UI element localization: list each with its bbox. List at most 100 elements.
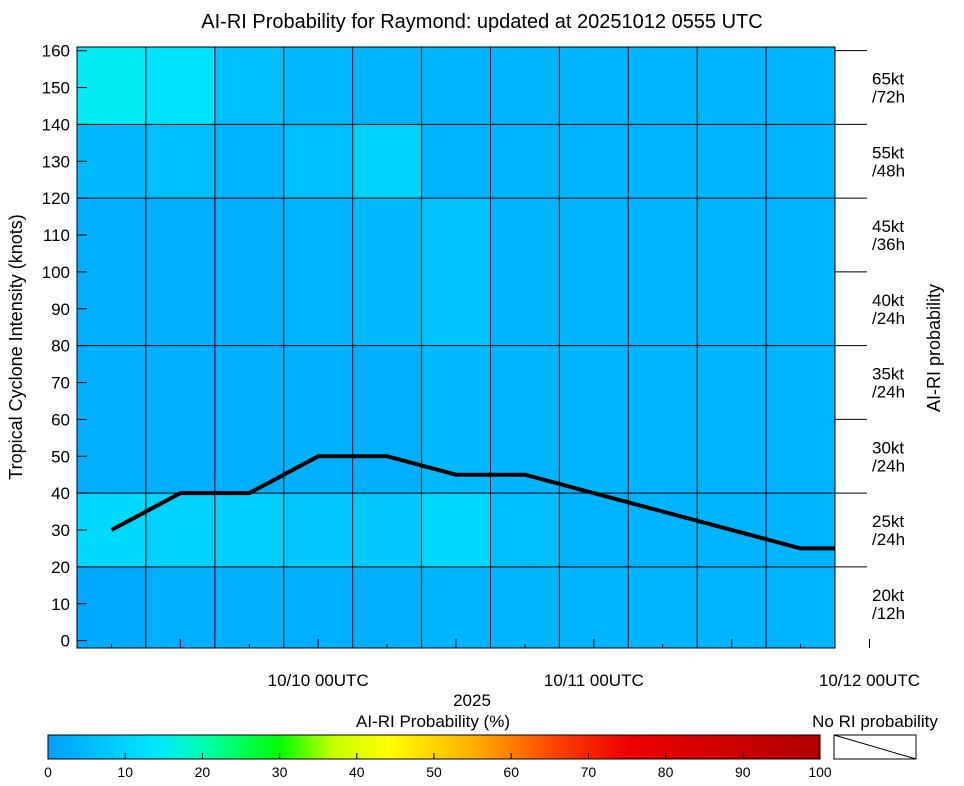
x-tick-label: 10/10 00UTC [268,671,369,690]
right-level-threshold: 65kt [872,70,904,89]
colorbar-tick-label: 0 [44,764,52,780]
x-tick-label: 10/11 00UTC [544,671,644,690]
heatmap-cell [145,47,216,125]
colorbar-tick-label: 20 [195,764,211,780]
heatmap-cell [559,345,629,494]
heatmap-cell [283,124,354,199]
heatmap-cell [628,124,698,199]
heatmap-cell [697,198,767,347]
heatmap-cell [145,124,216,199]
heatmap-cell [214,566,285,649]
heatmap-cell [766,345,836,494]
heatmap-cell [421,47,491,125]
y-tick-label: 30 [51,521,70,540]
heatmap-cell [77,124,147,199]
y-axis-ticks: 0 10 20 30 40 50 60 70 80 90 100 110 120 130 140 150 160 [42,42,87,651]
heatmap-cell [352,493,423,568]
y-tick-label: 90 [51,300,70,319]
y-axis-label: Tropical Cyclone Intensity (knots) [6,214,26,479]
y-tick-label: 60 [51,410,70,429]
y-tick-label: 120 [42,189,70,208]
right-level-threshold: 35kt [872,365,904,384]
colorbar-tick-label: 70 [581,764,597,780]
heatmap-cell [145,198,216,347]
heatmap-cell [628,566,698,649]
heatmap-cell [283,566,354,649]
heatmap-cell [559,198,629,347]
heatmap-cell [628,345,698,494]
colorbar-tick-label: 90 [735,764,751,780]
right-level-window: /24h [872,530,905,549]
heatmap-cell [697,345,767,494]
colorbar-ticks: 0 10 20 30 40 50 60 70 80 90 100 [44,753,832,780]
y-tick-label: 40 [51,484,70,503]
heatmap-cell [214,198,285,347]
heatmap-cell [490,198,560,347]
right-level-window: /72h [872,88,905,107]
heatmap-cell [697,47,767,125]
right-level-threshold: 30kt [872,438,904,457]
right-axis: 20kt/12h25kt/24h30kt/24h35kt/24h40kt/24h… [834,47,905,648]
heatmap-cell [559,493,629,568]
heatmap-cell [77,345,147,494]
heatmap-cell [214,124,285,199]
colorbar-tick-label: 100 [808,764,832,780]
heatmap-cell [766,47,836,125]
heatmap-cell [214,345,285,494]
heatmap-cell [766,493,836,568]
right-level-threshold: 45kt [872,217,904,236]
right-level-window: /24h [872,383,905,402]
x-tick-label: 10/12 00UTC [819,671,920,690]
heatmap-cell [214,493,285,568]
no-ri-label: No RI probability [812,712,938,731]
heatmap-cell [145,566,216,649]
right-axis-label: AI-RI probability [924,284,944,412]
heatmap-cell [559,47,629,125]
y-tick-label: 20 [51,558,70,577]
heatmap-cell [766,124,836,199]
heatmap-cell [283,345,354,494]
y-tick-label: 110 [43,226,70,245]
colorbar-label: AI-RI Probability (%) [356,712,510,731]
right-level-window: /12h [872,604,905,623]
heatmap-cell [490,566,560,649]
colorbar-tick-label: 60 [503,764,519,780]
heatmap-cell [352,566,423,649]
heatmap-cell [421,345,491,494]
heatmap-cell [352,345,423,494]
y-tick-label: 80 [51,337,70,356]
heatmap-cell [283,47,354,125]
x-axis-ticks: 10/10 00UTC 10/11 00UTC 10/12 00UTC [110,639,920,690]
y-tick-label: 100 [42,263,70,282]
no-ri-swatch [833,734,917,760]
y-tick-label: 0 [61,632,70,651]
chart-title: AI-RI Probability for Raymond: updated a… [201,11,762,33]
heatmap-cell [77,47,147,125]
heatmap-cell [628,198,698,347]
colorbar-tick-label: 10 [117,764,133,780]
right-level-window: /24h [872,309,905,328]
heatmap-cell [490,124,560,199]
intensity-line [110,454,835,551]
right-level-threshold: 55kt [872,143,904,162]
heatmap-cell [214,47,285,125]
colorbar-tick-label: 40 [349,764,365,780]
heatmap-cell [559,124,629,199]
heatmap-cell [490,47,560,125]
x-axis-label: 2025 [453,691,491,710]
heatmap-cell [352,124,423,199]
heatmap-cell [766,566,836,649]
y-tick-label: 150 [42,79,70,98]
colorbar-tick-label: 30 [272,764,288,780]
colorbar-tick-label: 80 [658,764,674,780]
y-tick-label: 160 [42,42,70,61]
heatmap-cell [628,47,698,125]
y-tick-label: 130 [42,152,70,171]
heatmap-cell [421,493,491,568]
right-level-window: /48h [872,161,905,180]
heatmap-cells [77,47,836,649]
y-tick-label: 10 [51,595,70,614]
y-tick-label: 140 [42,115,70,134]
heatmap-cell [697,124,767,199]
